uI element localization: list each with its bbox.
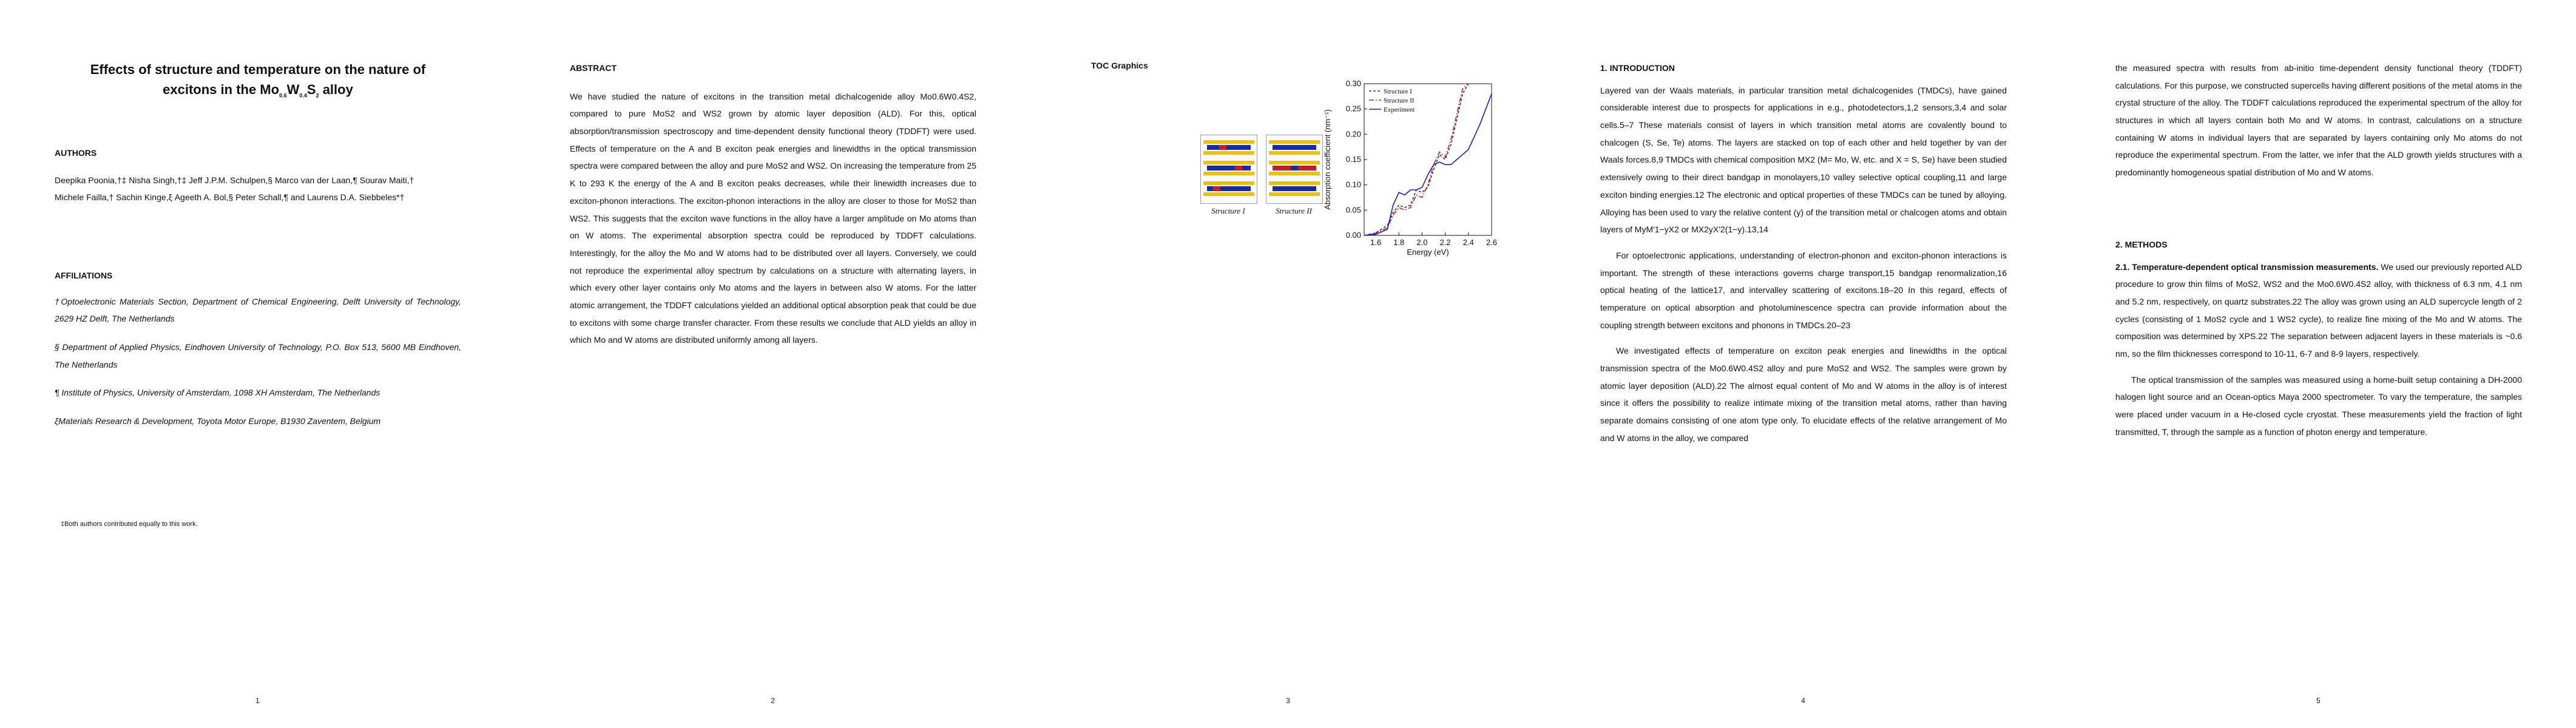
affiliation-1: †Optoelectronic Materials Section, Depar…	[55, 296, 461, 324]
structure-1-label: Structure I	[1211, 206, 1245, 215]
structure-2-label: Structure II	[1276, 206, 1312, 215]
page-1: Effects of structure and temperature on …	[0, 0, 515, 728]
abstract-heading: ABSTRACT	[570, 63, 617, 73]
affiliations-heading: AFFILIATIONS	[55, 271, 113, 280]
abstract-block: ABSTRACT We have studied the nature of e…	[570, 59, 976, 357]
authors-block: AUTHORS Deepika Poonia,†‡ Nisha Singh,†‡…	[55, 144, 461, 206]
page-4: 1. INTRODUCTION Layered van der Waals ma…	[1546, 0, 2061, 728]
authors-line-1: Deepika Poonia,†‡ Nisha Singh,†‡ Jeff J.…	[55, 175, 414, 185]
y-tick-label: 0.15	[1346, 155, 1361, 164]
intro-paragraph-2: For optoelectronic applications, underst…	[1600, 250, 2007, 330]
x-tick-label: 1.8	[1393, 238, 1404, 247]
affiliation-2: § Department of Applied Physics, Eindhov…	[55, 342, 461, 369]
x-tick-label: 2.0	[1416, 238, 1427, 247]
title-line-1: Effects of structure and temperature on …	[90, 62, 426, 77]
toc-heading: TOC Graphics	[1091, 61, 1148, 70]
affiliations-block: AFFILIATIONS †Optoelectronic Materials S…	[55, 267, 461, 441]
page-5: the measured spectra with results from a…	[2061, 0, 2576, 728]
intro-paragraph-3: We investigated effects of temperature o…	[1600, 346, 2007, 443]
authors-line-2: Michele Failla,† Sachin Kinge,ξ Ageeth A…	[55, 192, 405, 203]
methods-heading: 2. METHODS	[2115, 239, 2168, 249]
absorption-chart: 1.6 1.8 2.0 2.2 2.4 2.6 0.00 0.05 0.10 0.15 0.20 0.…	[1323, 79, 1497, 257]
x-tick-label: 2.2	[1440, 238, 1451, 247]
y-tick-label: 0.30	[1346, 79, 1361, 88]
legend-label-2: Structure II	[1384, 97, 1415, 104]
methods-paragraph-2: The optical transmission of the samples …	[2115, 374, 2522, 437]
affiliation-3: ¶ Institute of Physics, University of Am…	[55, 388, 380, 398]
series-line-2	[1364, 83, 1469, 236]
y-tick-label: 0.25	[1346, 104, 1361, 113]
page-number: 1	[255, 696, 260, 705]
footnote: ‡Both authors contributed equally to thi…	[61, 521, 198, 528]
page-number: 2	[771, 696, 775, 705]
legend-label-3: Experiment	[1384, 106, 1415, 113]
abstract-text: We have studied the nature of excitons i…	[570, 91, 976, 345]
affiliation-4: ξMaterials Research & Development, Toyot…	[55, 416, 381, 426]
legend-label-1: Structure I	[1384, 88, 1412, 95]
y-tick-label: 0.10	[1346, 180, 1361, 189]
page-3: TOC Graphics Structure I Structure II 1.…	[1030, 0, 1546, 728]
series-line-1	[1364, 83, 1469, 236]
y-tick-label: 0.05	[1346, 205, 1361, 214]
y-tick-label: 0.00	[1346, 231, 1361, 240]
methods-paragraph-1: 2.1. Temperature-dependent optical trans…	[2115, 261, 2523, 359]
methods-block: the measured spectra with results from a…	[2115, 59, 2522, 449]
page-number: 4	[1801, 696, 1805, 705]
paper-title: Effects of structure and temperature on …	[90, 62, 426, 99]
structure-2-image	[1266, 135, 1323, 204]
structure-1-image	[1200, 135, 1257, 204]
page-number: 3	[1286, 696, 1290, 705]
x-tick-label: 2.4	[1463, 238, 1474, 247]
methods-subheading: 2.1. Temperature-dependent optical trans…	[2115, 261, 2379, 272]
introduction-heading: 1. INTRODUCTION	[1600, 63, 1675, 73]
intro-paragraph-1: Layered van der Waals materials, in part…	[1600, 85, 2007, 235]
x-tick-label: 1.6	[1370, 238, 1381, 247]
y-axis-label: Absorption coefficient (nm⁻¹)	[1323, 109, 1332, 210]
y-tick-label: 0.20	[1346, 129, 1361, 138]
page-number: 5	[2316, 696, 2321, 705]
series-line-3	[1364, 93, 1492, 236]
page-2: ABSTRACT We have studied the nature of e…	[515, 0, 1030, 728]
x-tick-label: 2.6	[1486, 238, 1497, 247]
authors-heading: AUTHORS	[55, 148, 97, 158]
introduction-block: 1. INTRODUCTION Layered van der Waals ma…	[1600, 59, 2007, 455]
x-axis-label: Energy (eV)	[1407, 248, 1449, 257]
continued-paragraph: the measured spectra with results from a…	[2115, 63, 2522, 178]
